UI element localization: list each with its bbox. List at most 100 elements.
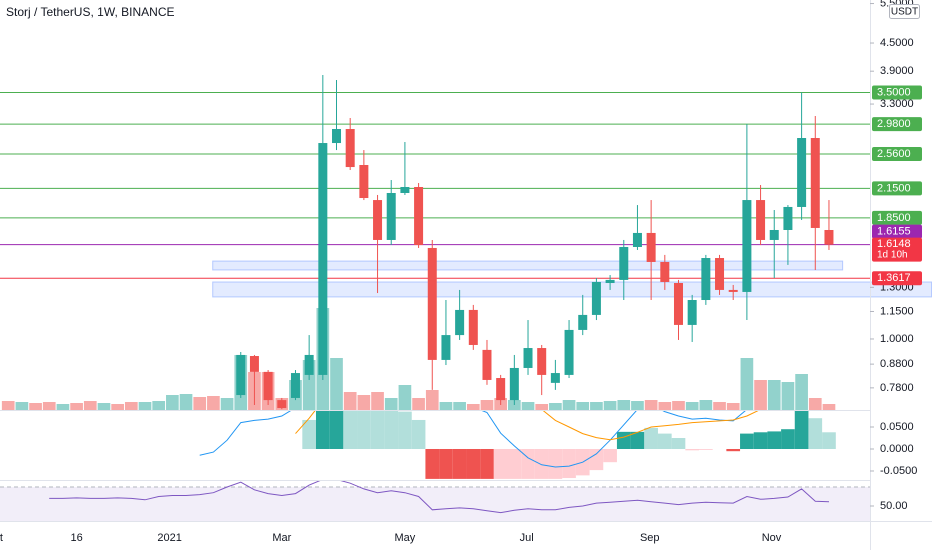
- candle-body: [427, 247, 437, 360]
- volume-bar: [179, 394, 193, 410]
- last-price-label: 1.6148: [877, 238, 911, 250]
- macd-histogram-bar: [699, 448, 713, 450]
- candle-body: [756, 200, 766, 240]
- level-label-bg: [872, 181, 922, 196]
- rsi-band: [0, 486, 870, 521]
- candle-body: [345, 129, 355, 168]
- candle-body: [769, 229, 779, 240]
- macd-histogram-bar: [685, 448, 700, 451]
- volume-bar: [808, 398, 822, 410]
- level-label-bg: [872, 147, 922, 162]
- volume-bar: [576, 402, 590, 410]
- candle-body: [619, 246, 629, 280]
- chart-title: Storj / TetherUS, 1W, BINANCE: [6, 5, 175, 19]
- macd-histogram-bar: [452, 448, 467, 479]
- candle-body: [783, 206, 793, 230]
- volume-bar: [97, 403, 111, 410]
- macd-histogram-bar: [439, 448, 453, 479]
- volume-bar: [56, 404, 70, 410]
- candle-body: [523, 348, 533, 368]
- rsi-pane: [0, 481, 870, 521]
- candle-body: [810, 138, 820, 228]
- macd-histogram-bar: [384, 411, 399, 449]
- macd-histogram-bar: [794, 411, 809, 449]
- candle-body: [742, 200, 752, 292]
- macd-pane: [199, 411, 836, 479]
- candle-body: [249, 356, 259, 372]
- macd-histogram-bar: [726, 448, 741, 452]
- volume-bar: [207, 396, 220, 410]
- x-tick-label: Jul: [520, 532, 534, 544]
- volume-bar: [767, 380, 781, 410]
- candle-body: [441, 335, 451, 360]
- candle-body: [578, 314, 588, 330]
- macd-histogram-bar: [767, 431, 782, 449]
- macd-histogram-bar: [398, 411, 412, 449]
- volume-bar: [644, 400, 658, 410]
- macd-histogram-bar: [603, 448, 617, 463]
- candle-body: [482, 349, 492, 380]
- level-label: 2.9800: [877, 118, 911, 130]
- volume-bar: [220, 398, 234, 410]
- volume-bar: [781, 382, 795, 410]
- volume-bar: [754, 380, 767, 410]
- volume-bar: [166, 395, 179, 410]
- volume-bar: [699, 400, 713, 410]
- macd-histogram-bar: [466, 448, 481, 479]
- volume-bar: [124, 402, 138, 410]
- macd-histogram-bar: [671, 438, 686, 449]
- candle-body: [373, 200, 383, 240]
- volume-bar: [549, 403, 562, 410]
- x-tick-label: t: [0, 532, 3, 544]
- candle-body: [537, 348, 547, 375]
- axes: t162021MarMayJulSepNov5.50004.50003.9000…: [0, 0, 922, 544]
- candle-body: [591, 281, 601, 315]
- y-tick-label: 3.9000: [880, 65, 914, 77]
- zones: [212, 260, 932, 298]
- level-label-bg: [872, 85, 922, 100]
- volume-bar: [508, 400, 521, 410]
- macd-histogram-bar: [562, 448, 576, 479]
- candle-body: [715, 258, 725, 290]
- candle-body: [304, 354, 314, 375]
- candle-body: [236, 354, 246, 396]
- currency-box[interactable]: [889, 4, 920, 19]
- volume-bar: [713, 402, 726, 410]
- candle-body: [400, 186, 410, 193]
- macd-histogram-bar: [657, 433, 672, 449]
- volume-bar: [521, 402, 535, 410]
- volume-bar: [412, 398, 425, 410]
- macd-histogram-bar: [357, 411, 371, 449]
- y-tick-label: 0.8800: [880, 358, 914, 370]
- level-label: 1.8500: [877, 212, 911, 224]
- y-tick-label: 1.1500: [880, 305, 914, 317]
- y-tick-label: 1.0000: [880, 333, 914, 345]
- candle-body: [824, 229, 834, 245]
- x-tick-label: Nov: [762, 532, 782, 544]
- volume-bar: [83, 401, 97, 410]
- volume-bar: [343, 392, 357, 410]
- candle-body: [496, 378, 506, 401]
- volume-bar: [795, 374, 808, 410]
- y-tick-label: 3.3000: [880, 98, 914, 110]
- macd-histogram-bar: [411, 419, 426, 449]
- volume-bar: [1, 401, 15, 410]
- macd-histogram-bar: [630, 431, 645, 449]
- level-label-bg: [872, 224, 922, 239]
- volume-bar: [726, 403, 740, 410]
- currency[interactable]: USDT: [891, 7, 918, 18]
- volume-bar: [70, 403, 83, 410]
- x-tick-label: May: [395, 532, 416, 544]
- x-tick-label: 2021: [157, 532, 181, 544]
- candle-body: [332, 129, 342, 144]
- y-tick-label: 0.0000: [880, 443, 914, 455]
- volume-bar: [480, 400, 494, 410]
- volume-bar: [590, 402, 603, 410]
- candle-body: [414, 186, 424, 246]
- volume-bar: [29, 403, 42, 410]
- level-label: 1.3617: [877, 272, 911, 284]
- macd-histogram-bar: [534, 448, 549, 479]
- candle-body: [550, 373, 560, 383]
- y-tick-label: 0.7800: [880, 382, 914, 394]
